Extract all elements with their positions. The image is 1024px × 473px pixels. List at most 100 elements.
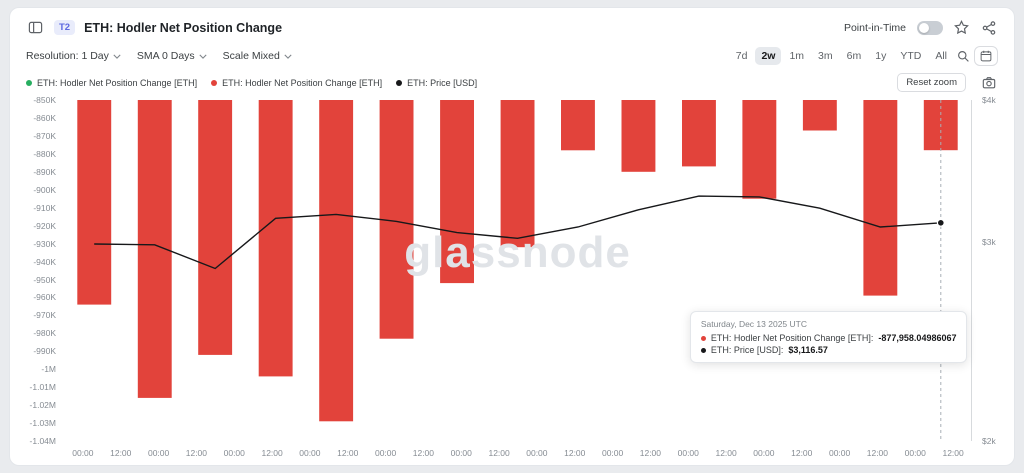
screenshot-button[interactable] [980, 74, 998, 92]
x-axis-tick: 12:00 [564, 448, 586, 458]
legend-row: ETH: Hodler Net Position Change [ETH] ET… [10, 70, 1014, 94]
magnifier-icon [958, 50, 969, 62]
range-7d[interactable]: 7d [730, 47, 754, 65]
range-selector: 7d 2w 1m 3m 6m 1y YTD All [730, 46, 998, 66]
x-axis-tick: 12:00 [639, 448, 662, 458]
right-axis-tick: $2k [982, 436, 996, 446]
toolbar: Resolution: 1 Day SMA 0 Days Scale Mixed… [10, 42, 1014, 70]
left-axis-tick: -860K [33, 112, 56, 123]
favorite-button[interactable] [952, 18, 971, 37]
tooltip-date: Saturday, Dec 13 2025 UTC [700, 319, 807, 330]
toggle-knob [919, 22, 929, 33]
left-axis-tick: -1.02M [29, 400, 56, 411]
range-1m[interactable]: 1m [783, 47, 810, 65]
range-ytd[interactable]: YTD [894, 47, 927, 65]
sma-label: SMA 0 Days [136, 50, 195, 62]
x-axis-tick: 00:00 [526, 448, 548, 458]
left-axis-tick: -880K [33, 148, 56, 159]
x-axis-tick: 00:00 [450, 448, 472, 458]
chevron-down-icon [113, 54, 121, 59]
share-button[interactable] [980, 19, 998, 37]
legend-dot-green [26, 79, 32, 86]
left-axis-tick: -930K [33, 238, 56, 249]
tooltip-label: ETH: Hodler Net Position Change [ETH]: [710, 333, 874, 344]
point-in-time-label: Point-in-Time [843, 21, 906, 34]
header: T2 ETH: Hodler Net Position Change Point… [10, 8, 1014, 42]
range-3m[interactable]: 3m [812, 47, 839, 65]
right-axis: $4k $3k $2k [976, 95, 1006, 446]
camera-icon [982, 76, 996, 88]
legend-label: ETH: Hodler Net Position Change [ETH] [37, 77, 198, 88]
chevron-down-icon [284, 54, 292, 59]
x-axis-tick: 00:00 [828, 448, 851, 458]
legend-item-price[interactable]: ETH: Price [USD] [396, 78, 477, 88]
series-dot-red [700, 335, 706, 341]
series-dot-black [700, 347, 706, 353]
legend-dot-black [396, 79, 403, 86]
chart-canvas[interactable] [64, 100, 971, 441]
x-axis-tick: 12:00 [791, 448, 813, 458]
legend-dot-red [211, 79, 218, 86]
scale-label: Scale Mixed [222, 50, 280, 62]
x-axis-tick: 00:00 [147, 448, 170, 458]
resolution-label: Resolution: 1 Day [26, 50, 109, 62]
left-axis: -850K -860K -870K -880K -890K -900K -910K -920K… [14, 95, 60, 446]
x-axis-tick: 00:00 [904, 448, 926, 458]
range-6m[interactable]: 6m [841, 47, 868, 65]
calendar-button[interactable] [974, 46, 998, 66]
share-icon [982, 20, 996, 35]
left-axis-tick: -1.04M [29, 436, 56, 446]
legend-item-hodler-red[interactable]: ETH: Hodler Net Position Change [ETH] [211, 78, 382, 88]
left-axis-tick: -990K [33, 346, 56, 357]
legend-label: ETH: Hodler Net Position Change [ETH] [222, 77, 383, 88]
star-icon [954, 20, 969, 35]
left-axis-tick: -1.03M [29, 418, 56, 429]
plot-area[interactable]: glassnode Saturday, Dec 13 2025 UTC ETH:… [64, 100, 972, 441]
x-axis-tick: 00:00 [601, 448, 624, 458]
x-axis-tick: 12:00 [866, 448, 889, 458]
reset-zoom-button[interactable]: Reset zoom [897, 73, 966, 92]
page-title: ETH: Hodler Net Position Change [84, 20, 283, 35]
chart-tooltip: Saturday, Dec 13 2025 UTC ETH: Hodler Ne… [689, 311, 968, 364]
tooltip-value: $3,116.57 [788, 345, 828, 356]
tooltip-row-hodler: ETH: Hodler Net Position Change [ETH]: -… [700, 333, 957, 344]
panel-icon [28, 21, 43, 34]
zoom-range-button[interactable] [955, 48, 972, 65]
sma-dropdown[interactable]: SMA 0 Days [137, 50, 207, 62]
left-axis-tick: -960K [33, 292, 56, 303]
x-axis-tick: 00:00 [374, 448, 397, 458]
x-axis-tick: 12:00 [337, 448, 359, 458]
x-axis-tick: 12:00 [488, 448, 510, 458]
left-axis-tick: -890K [33, 166, 56, 177]
tooltip-row-price: ETH: Price [USD]: $3,116.57 [700, 345, 957, 356]
left-axis-tick: -870K [33, 130, 56, 141]
range-2w[interactable]: 2w [755, 47, 782, 65]
legend-item-hodler-green[interactable]: ETH: Hodler Net Position Change [ETH] [26, 78, 197, 88]
left-axis-tick: -1M [41, 364, 56, 375]
right-axis-tick: $3k [982, 236, 996, 247]
chart-region: -850K -860K -870K -880K -890K -900K -910K -920K… [14, 95, 1006, 463]
tooltip-value: -877,958.04986067 [878, 333, 957, 344]
range-all[interactable]: All [929, 47, 953, 65]
right-axis-tick: $4k [982, 95, 996, 105]
x-axis-tick: 12:00 [412, 448, 435, 458]
x-axis-tick: 00:00 [223, 448, 245, 458]
left-axis-tick: -910K [33, 202, 56, 213]
point-in-time-toggle[interactable] [917, 20, 943, 35]
sidebar-toggle-button[interactable] [26, 18, 45, 37]
scale-dropdown[interactable]: Scale Mixed [223, 50, 292, 62]
x-axis-tick: 12:00 [261, 448, 283, 458]
left-axis-tick: -850K [33, 95, 56, 105]
left-axis-tick: -970K [33, 310, 56, 321]
legend-label: ETH: Price [USD] [407, 77, 478, 88]
tier-badge: T2 [54, 20, 76, 35]
left-axis-tick: -940K [33, 256, 56, 267]
x-axis-tick: 12:00 [942, 448, 964, 458]
range-1y[interactable]: 1y [869, 47, 892, 65]
chart-card: T2 ETH: Hodler Net Position Change Point… [9, 7, 1015, 466]
tooltip-label: ETH: Price [USD]: [710, 345, 784, 356]
left-axis-tick: -980K [33, 328, 56, 339]
x-axis-tick: 00:00 [72, 448, 94, 458]
resolution-dropdown[interactable]: Resolution: 1 Day [26, 50, 121, 62]
x-axis-tick: 00:00 [299, 448, 321, 458]
